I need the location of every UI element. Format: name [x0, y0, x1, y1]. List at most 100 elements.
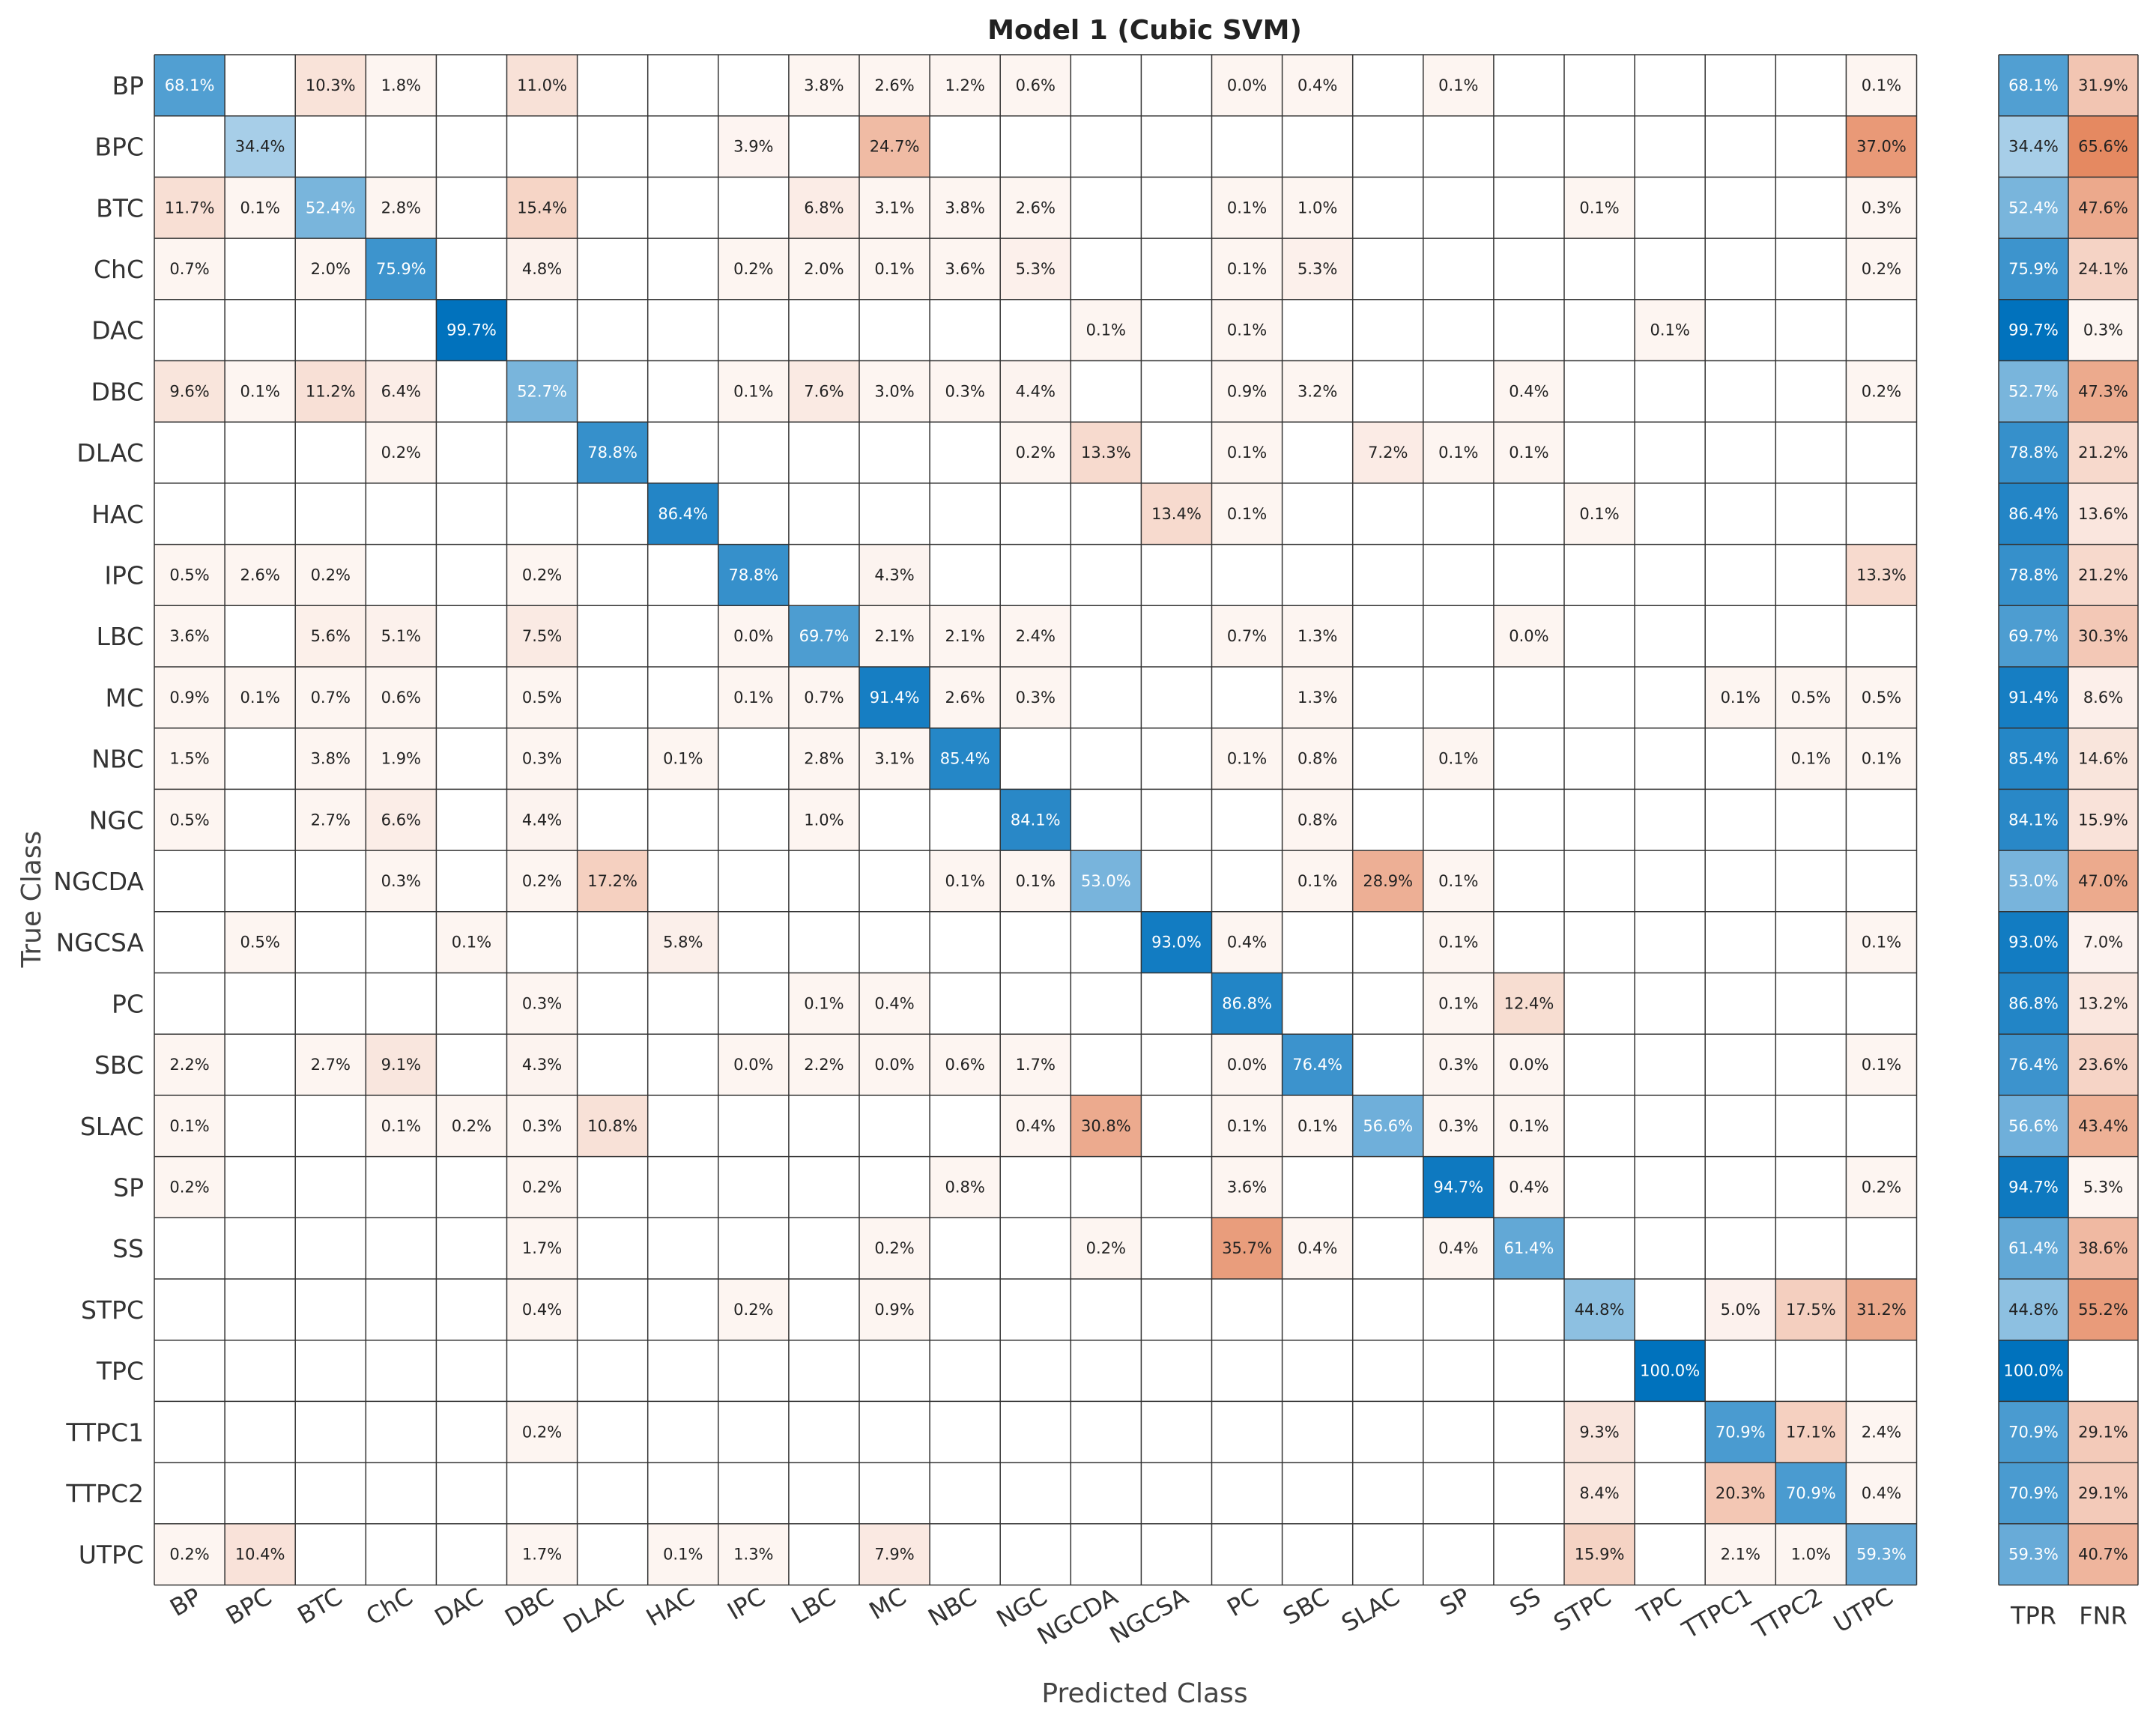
fnr-cell	[2068, 115, 2138, 178]
matrix-cell	[225, 544, 296, 606]
cell-value-label: 0.3%	[1862, 199, 1901, 217]
col-label: DLAC	[558, 1582, 629, 1639]
matrix-cell	[1211, 1218, 1283, 1279]
matrix-cell	[1846, 911, 1917, 973]
fnr-value-label: 47.0%	[2078, 872, 2128, 890]
cell-value-label: 11.0%	[517, 76, 567, 94]
cell-value-label: 0.2%	[522, 1178, 562, 1196]
cell-value-label: 0.4%	[522, 1301, 562, 1319]
fnr-cell	[2068, 1034, 2138, 1095]
col-label: STPC	[1548, 1582, 1616, 1638]
cell-value-label: 6.4%	[381, 382, 421, 400]
tpr-cell	[1999, 544, 2068, 606]
matrix-cell	[506, 1401, 578, 1463]
cell-value-label: 0.2%	[522, 566, 562, 584]
matrix-cell	[718, 1523, 789, 1585]
tpr-cell	[1999, 177, 2068, 239]
matrix-cell	[1564, 483, 1635, 545]
tpr-value-label: 61.4%	[2008, 1239, 2059, 1257]
cell-value-label: 0.1%	[1509, 444, 1548, 462]
cell-value-label: 7.6%	[804, 382, 844, 400]
cell-value-label: 3.6%	[169, 627, 209, 645]
matrix-cell	[1282, 850, 1353, 912]
fnr-value-label: 23.6%	[2078, 1056, 2128, 1074]
matrix-cell	[295, 360, 366, 423]
row-label: IPC	[104, 560, 144, 590]
tpr-value-label: 53.0%	[2008, 872, 2059, 890]
cell-value-label: 0.1%	[381, 1117, 421, 1135]
cell-value-label: 0.6%	[945, 1056, 984, 1074]
cell-value-label: 2.4%	[1016, 627, 1056, 645]
matrix-cell	[1071, 1095, 1142, 1157]
matrix-cell	[1211, 1156, 1283, 1218]
tpr-value-label: 56.6%	[2008, 1117, 2059, 1135]
cell-value-label: 1.3%	[733, 1546, 773, 1564]
row-label: PC	[112, 989, 144, 1018]
matrix-cell	[1493, 1218, 1564, 1279]
cell-value-label: 9.1%	[381, 1056, 421, 1074]
matrix-cell	[1775, 728, 1847, 790]
summary-col-label: TPR	[2010, 1602, 2056, 1630]
matrix-cell	[1352, 422, 1423, 483]
matrix-cell	[154, 789, 225, 851]
fnr-value-label: 40.7%	[2078, 1546, 2128, 1564]
cell-value-label: 0.1%	[1227, 1117, 1267, 1135]
cell-value-label: 0.1%	[1579, 505, 1619, 523]
matrix-cell	[154, 1095, 225, 1157]
cell-value-label: 0.0%	[1509, 1056, 1548, 1074]
matrix-cell	[1282, 728, 1353, 790]
matrix-cell	[1423, 1034, 1494, 1095]
cell-value-label: 35.7%	[1222, 1239, 1272, 1257]
matrix-cell	[366, 605, 437, 667]
summary-col-label: FNR	[2079, 1602, 2128, 1630]
matrix-cell	[1000, 789, 1071, 851]
matrix-cell	[1000, 605, 1071, 667]
matrix-cell	[930, 605, 1001, 667]
col-label: TPC	[1632, 1582, 1686, 1630]
fnr-cell	[2068, 360, 2138, 423]
cell-value-label: 68.1%	[165, 76, 215, 94]
cell-value-label: 0.1%	[1438, 872, 1478, 890]
matrix-cell	[154, 238, 225, 300]
matrix-cell	[1211, 422, 1283, 483]
cell-value-label: 2.2%	[169, 1056, 209, 1074]
row-label: DAC	[91, 316, 144, 345]
tpr-cell	[1999, 789, 2068, 851]
tpr-cell	[1999, 422, 2068, 483]
cell-value-label: 86.4%	[658, 505, 708, 523]
cell-value-label: 0.4%	[1227, 934, 1267, 952]
tpr-value-label: 69.7%	[2008, 627, 2059, 645]
matrix-cell	[1846, 115, 1917, 178]
matrix-cell	[366, 422, 437, 483]
matrix-cell	[1846, 544, 1917, 606]
matrix-cell	[1211, 360, 1283, 423]
cell-value-label: 0.1%	[240, 199, 279, 217]
tpr-cell	[1999, 1034, 2068, 1095]
matrix-cell	[506, 55, 578, 116]
cell-value-label: 0.1%	[663, 750, 703, 768]
matrix-cell	[154, 1034, 225, 1095]
matrix-cell	[1282, 177, 1353, 239]
matrix-cell	[295, 544, 366, 606]
fnr-value-label: 30.3%	[2078, 627, 2128, 645]
cell-value-label: 0.3%	[381, 872, 421, 890]
chart-title: Model 1 (Cubic SVM)	[987, 15, 1302, 46]
fnr-value-label: 47.6%	[2078, 199, 2128, 217]
cell-value-label: 7.2%	[1368, 444, 1408, 462]
cell-value-label: 8.4%	[1579, 1484, 1619, 1502]
cell-value-label: 84.1%	[1011, 811, 1061, 829]
cell-value-label: 0.3%	[945, 382, 984, 400]
cell-value-label: 0.4%	[1016, 1117, 1056, 1135]
tpr-cell	[1999, 55, 2068, 116]
cell-value-label: 2.2%	[804, 1056, 844, 1074]
matrix-cell	[647, 728, 718, 790]
matrix-cell	[154, 605, 225, 667]
matrix-cell	[1000, 850, 1071, 912]
col-label: HAC	[641, 1582, 700, 1633]
fnr-cell	[2068, 605, 2138, 667]
tpr-cell	[1999, 667, 2068, 728]
cell-value-label: 0.1%	[1297, 872, 1337, 890]
cell-value-label: 6.6%	[381, 811, 421, 829]
matrix-cell	[366, 728, 437, 790]
matrix-cell	[718, 115, 789, 178]
